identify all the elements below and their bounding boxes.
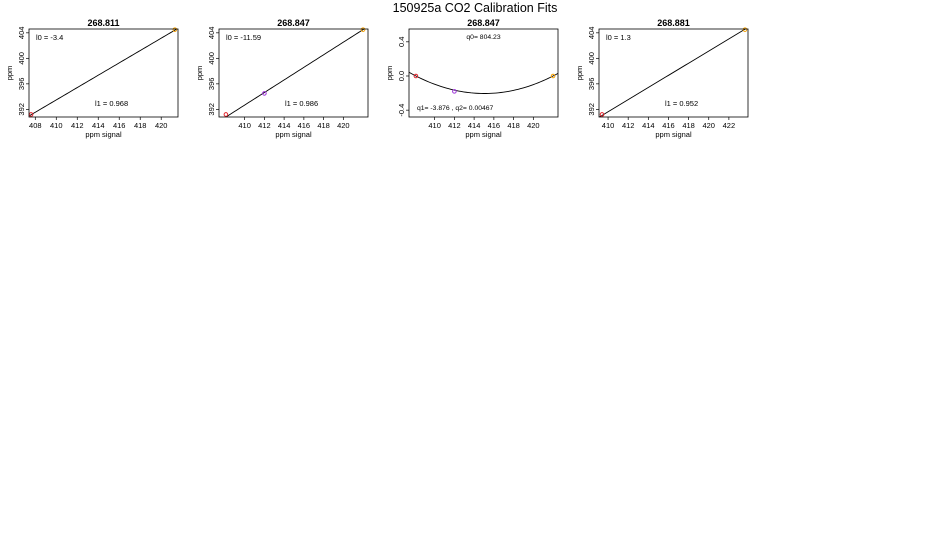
y-axis-label: ppm	[195, 66, 204, 81]
x-tick-label: 416	[662, 121, 675, 130]
data-point	[550, 73, 556, 79]
chart-panel-4: 268.881 410 412 414 416 418 420 422 392 396 400 404…	[575, 18, 749, 139]
panel-title: 268.811	[87, 18, 119, 28]
panel-title: 268.847	[277, 18, 310, 28]
y-tick-label: 404	[587, 27, 596, 40]
x-tick-label: 416	[298, 121, 311, 130]
x-tick-label: 412	[448, 121, 461, 130]
panels: 268.811 408 410 412 414 416 418 420 392 396 400 404…	[5, 18, 749, 139]
x-tick-label: 420	[155, 121, 168, 130]
x-tick-label: 420	[527, 121, 540, 130]
y-axis-label: ppm	[575, 66, 584, 81]
data-point	[172, 27, 178, 32]
x-tick-label: 410	[50, 121, 63, 130]
fit-curve	[29, 29, 178, 117]
y-tick-label: 392	[207, 103, 216, 116]
figure-title: 150925a CO2 Calibration Fits	[393, 1, 558, 15]
y-axis-label: ppm	[5, 66, 14, 81]
annotation: l1 = 0.952	[665, 99, 698, 108]
plot-frame	[598, 28, 749, 118]
y-tick-label: 400	[17, 52, 26, 65]
annotation: q1= -3.876 , q2= 0.00467	[417, 105, 494, 112]
chart-panel-2: 268.847 410 412 414 416 418 420 392 396 400 404 ppm…	[195, 18, 369, 139]
fit-curve	[599, 29, 747, 117]
x-tick-label: 414	[278, 121, 291, 130]
y-axis-label: ppm	[385, 66, 394, 81]
x-tick-label: 414	[468, 121, 481, 130]
y-tick-label: 392	[17, 103, 26, 116]
x-tick-label: 420	[702, 121, 715, 130]
x-tick-label: 408	[29, 121, 42, 130]
x-tick-label: 410	[428, 121, 441, 130]
x-tick-label: 412	[622, 121, 635, 130]
y-tick-label: 400	[587, 52, 596, 65]
x-tick-label: 414	[642, 121, 655, 130]
x-axis-label: ppm signal	[655, 130, 692, 139]
y-tick-label: -0.4	[397, 104, 406, 117]
x-tick-label: 414	[92, 121, 105, 130]
y-tick-label: 0.4	[397, 37, 406, 47]
y-tick-label: 0.0	[397, 71, 406, 81]
data-point	[452, 89, 457, 94]
y-tick-label: 404	[207, 27, 216, 40]
panel-title: 268.847	[467, 18, 500, 28]
x-tick-label: 418	[682, 121, 695, 130]
data-point	[262, 91, 267, 96]
x-tick-label: 416	[113, 121, 126, 130]
x-tick-label: 410	[602, 121, 615, 130]
plot-frame	[28, 28, 179, 118]
x-tick-label: 410	[238, 121, 251, 130]
x-tick-label: 420	[337, 121, 350, 130]
plot-frame	[408, 28, 559, 118]
x-tick-label: 418	[134, 121, 147, 130]
x-axis-label: ppm signal	[85, 130, 122, 139]
annotation: l0 = -3.4	[36, 33, 63, 42]
y-tick-label: 396	[207, 78, 216, 91]
data-point	[742, 27, 748, 32]
fit-curve	[409, 71, 558, 94]
chart-panel-3: 268.847 410 412 414 416 418 420 -0.4 0.0 0.4 ppm s…	[385, 18, 559, 139]
x-tick-label: 412	[258, 121, 271, 130]
x-tick-label: 412	[71, 121, 84, 130]
panel-title: 268.881	[657, 18, 690, 28]
x-tick-label: 416	[488, 121, 501, 130]
fit-curve	[225, 29, 365, 117]
data-point	[413, 73, 419, 79]
x-axis-label: ppm signal	[275, 130, 312, 139]
x-tick-label: 418	[507, 121, 520, 130]
annotation: l0 = 1.3	[606, 33, 631, 42]
x-tick-label: 422	[723, 121, 736, 130]
y-tick-label: 404	[17, 27, 26, 40]
data-point	[360, 27, 366, 32]
plot-frame	[218, 28, 369, 118]
x-tick-label: 418	[317, 121, 330, 130]
y-tick-label: 392	[587, 103, 596, 116]
annotation: l1 = 0.968	[95, 99, 128, 108]
x-axis-label: ppm signal	[465, 130, 502, 139]
annotation: q0= 804.23	[466, 34, 500, 41]
y-tick-label: 400	[207, 52, 216, 65]
y-tick-label: 396	[587, 78, 596, 91]
data-point	[223, 112, 229, 117]
annotation: l0 = -11.59	[226, 33, 261, 42]
chart-panel-1: 268.811 408 410 412 414 416 418 420 392 396 400 404…	[5, 18, 179, 139]
data-point	[599, 112, 605, 117]
y-tick-label: 396	[17, 78, 26, 91]
annotation: l1 = 0.986	[285, 99, 318, 108]
